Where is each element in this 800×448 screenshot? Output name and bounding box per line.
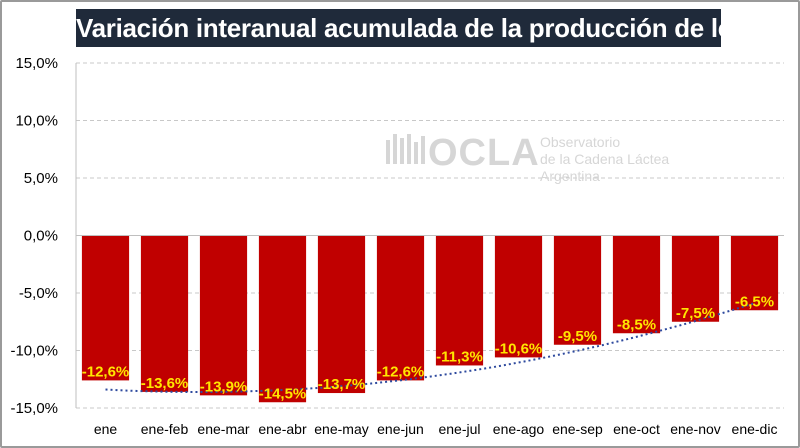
x-tick-label: ene-mar (197, 421, 249, 437)
y-tick-label: 5,0% (24, 170, 58, 187)
x-tick-label: ene-jul (438, 421, 480, 437)
data-label: -12,6% (377, 363, 425, 380)
bar (140, 235, 189, 392)
data-label: -13,6% (141, 375, 189, 392)
x-tick-label: ene (94, 421, 118, 437)
watermark-logo-text: OCLA (428, 132, 540, 174)
data-label: -6,5% (735, 293, 774, 310)
data-label: -13,9% (200, 378, 248, 395)
gridlines (76, 62, 784, 409)
watermark-line3: Argentina (540, 168, 600, 184)
y-tick-label: 0,0% (24, 228, 58, 245)
bar (553, 235, 602, 345)
bar (258, 235, 307, 403)
y-axis: 15,0% 10,0% 5,0% 0,0% -5,0% -10,0% -15,0% (10, 55, 77, 417)
bar (435, 235, 484, 366)
watermark-line1: Observatorio (540, 134, 620, 150)
data-label: -13,7% (318, 376, 366, 393)
bar (199, 235, 248, 396)
watermark: OCLA Observatorio de la Cadena Láctea Ar… (386, 132, 669, 184)
watermark-line2: de la Cadena Láctea (540, 151, 669, 167)
y-tick-label: 10,0% (15, 113, 58, 130)
x-tick-label: ene-sep (552, 421, 603, 437)
bar (671, 235, 720, 322)
x-axis: ene ene-feb ene-mar ene-abr ene-may ene-jun en… (76, 235, 784, 437)
y-tick-label: -10,0% (10, 343, 58, 360)
bar (494, 235, 543, 358)
x-tick-label: ene-abr (258, 421, 307, 437)
trendline (105, 302, 755, 393)
bar (81, 235, 130, 381)
chart-title: Variación interanual acumulada de la pro… (76, 9, 776, 47)
y-tick-label: -15,0% (10, 400, 58, 417)
x-tick-label: ene-jun (377, 421, 424, 437)
x-tick-label: ene-oct (613, 421, 660, 437)
data-label: -8,5% (617, 316, 656, 333)
bar (317, 235, 366, 394)
x-tick-label: ene-dic (732, 421, 778, 437)
data-label: -10,6% (495, 340, 543, 357)
y-tick-label: 15,0% (15, 55, 58, 72)
trendline-path (105, 302, 755, 393)
data-label: -12,6% (82, 363, 130, 380)
data-labels: -12,6% -13,6% -13,9% -14,5% -13,7% -12,6% -11,… (82, 293, 774, 402)
data-label: -14,5% (259, 385, 307, 402)
bars (81, 235, 779, 403)
data-label: -9,5% (558, 328, 597, 345)
data-label: -11,3% (436, 348, 483, 365)
x-tick-label: ene-ago (493, 421, 545, 437)
data-label: -7,5% (676, 305, 715, 322)
bar (730, 235, 779, 311)
y-tick-label: -5,0% (19, 285, 58, 302)
x-tick-label: ene-nov (670, 421, 721, 437)
bar (376, 235, 425, 381)
x-tick-label: ene-feb (141, 421, 189, 437)
bar (612, 235, 661, 334)
x-tick-label: ene-may (314, 421, 368, 437)
ocla-logo-icon (386, 134, 425, 164)
